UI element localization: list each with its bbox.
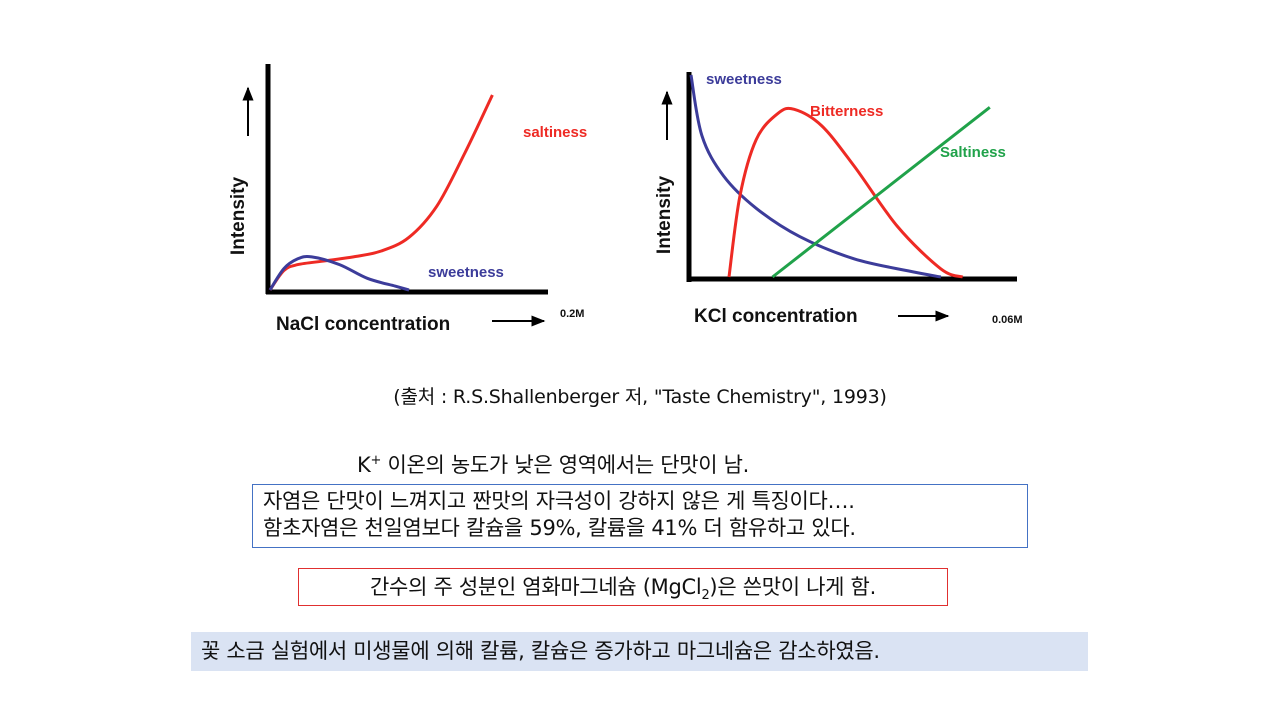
figure-canvas: Intensity NaCl concentration 0.2M saltin… bbox=[228, 64, 1023, 335]
bittern-note-subscript: 2 bbox=[701, 588, 710, 604]
potassium-charge: + bbox=[370, 453, 382, 468]
nacl-saltiness-line bbox=[268, 94, 494, 291]
citation: (출처 : R.S.Shallenberger 저, "Taste Chemis… bbox=[393, 386, 887, 408]
salt-info-line-1: 자염은 단맛이 느껴지고 짠맛의 자극성이 강하지 않은 게 특징이다…. bbox=[263, 489, 855, 513]
kcl-x-end-label: 0.06M bbox=[992, 314, 1023, 326]
kcl-sweetness-line bbox=[689, 74, 942, 279]
potassium-note-text: 이온의 농도가 낮은 영역에서는 단맛이 남. bbox=[381, 453, 750, 477]
nacl-x-end-label: 0.2M bbox=[560, 308, 584, 320]
bittern-note-text-b: )은 쓴맛이 나게 함. bbox=[709, 575, 876, 599]
nacl-saltiness-label: saltiness bbox=[523, 124, 587, 141]
nacl-y-axis-label: Intensity bbox=[228, 177, 249, 256]
nacl-sweetness-line bbox=[268, 255, 410, 292]
kcl-x-axis-label: KCl concentration bbox=[694, 306, 858, 327]
kcl-y-axis-label: Intensity bbox=[654, 176, 675, 255]
nacl-chart: Intensity NaCl concentration 0.2M saltin… bbox=[228, 64, 587, 335]
potassium-symbol: K bbox=[357, 453, 371, 477]
salt-info-box: 자염은 단맛이 느껴지고 짠맛의 자극성이 강하지 않은 게 특징이다…. 함초… bbox=[252, 484, 1028, 548]
experiment-note-text: 꽃 소금 실험에서 미생물에 의해 칼륨, 칼슘은 증가하고 마그네슘은 감소하… bbox=[201, 639, 880, 663]
kcl-sweetness-label: sweetness bbox=[706, 71, 782, 88]
potassium-note: K+ 이온의 농도가 낮은 영역에서는 단맛이 남. bbox=[357, 449, 749, 479]
kcl-chart: Intensity KCl concentration 0.06M sweetn… bbox=[654, 71, 1023, 327]
nacl-x-axis-label: NaCl concentration bbox=[276, 314, 450, 335]
nacl-sweetness-label: sweetness bbox=[428, 264, 504, 281]
bittern-note-text-a: 간수의 주 성분인 염화마그네슘 (MgCl bbox=[370, 575, 702, 599]
kcl-saltiness-label: Saltiness bbox=[940, 144, 1006, 161]
kcl-saltiness-line bbox=[771, 106, 991, 279]
experiment-note-box: 꽃 소금 실험에서 미생물에 의해 칼륨, 칼슘은 증가하고 마그네슘은 감소하… bbox=[191, 632, 1088, 671]
salt-info-line-2: 함초자염은 천일염보다 칼슘을 59%, 칼륨을 41% 더 함유하고 있다. bbox=[263, 516, 856, 540]
kcl-bitterness-label: Bitterness bbox=[810, 103, 883, 120]
kcl-bitterness-line bbox=[727, 106, 964, 279]
bittern-note-box: 간수의 주 성분인 염화마그네슘 (MgCl2)은 쓴맛이 나게 함. bbox=[298, 568, 948, 606]
